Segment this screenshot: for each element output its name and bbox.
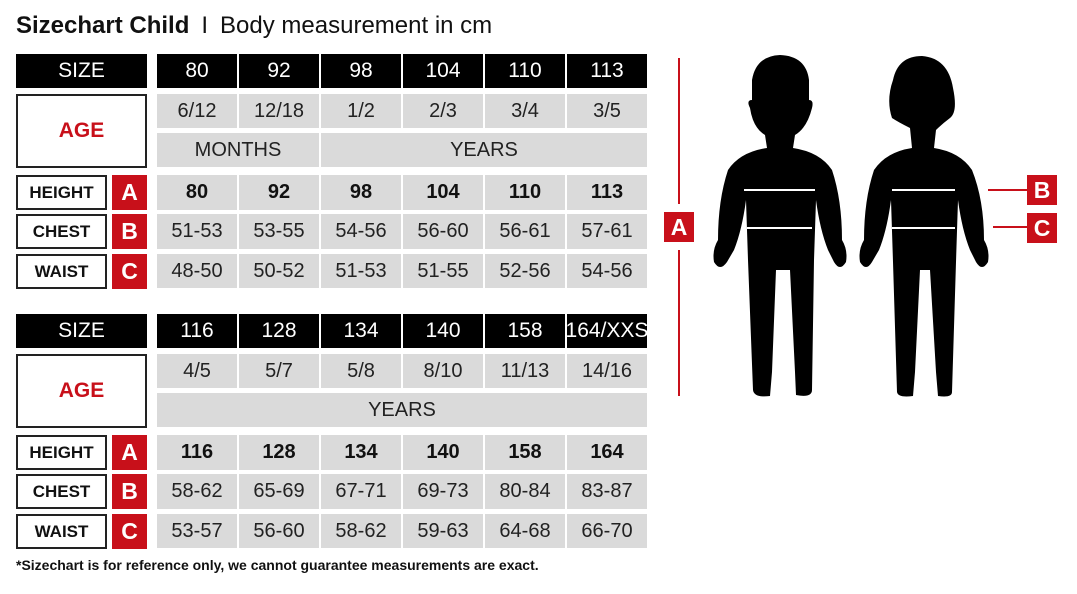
age-unit-cell: YEARS [321, 133, 647, 167]
age-cell: 5/8 [321, 354, 401, 388]
chest-marker: B [112, 474, 147, 509]
age-cell: 4/5 [157, 354, 237, 388]
age-cell: 1/2 [321, 94, 401, 128]
waist-marker: C [112, 514, 147, 549]
height-cell: 113 [567, 175, 647, 210]
age-cell: 3/4 [485, 94, 565, 128]
size-cell: 134 [321, 314, 401, 348]
waist-cell: 54-56 [567, 254, 647, 288]
age-cell: 11/13 [485, 354, 565, 388]
height-cell: 92 [239, 175, 319, 210]
size-cell: 140 [403, 314, 483, 348]
chest-cell: 53-55 [239, 214, 319, 249]
age-cell: 14/16 [567, 354, 647, 388]
chest-cell: 56-60 [403, 214, 483, 249]
size-cell: 98 [321, 54, 401, 88]
age-cell: 2/3 [403, 94, 483, 128]
page-title: Sizechart Child I Body measurement in cm [16, 12, 492, 40]
height-cell: 116 [157, 435, 237, 470]
marker-a: A [664, 212, 694, 242]
age-cell: 6/12 [157, 94, 237, 128]
height-marker: A [112, 175, 147, 210]
height-cell: 164 [567, 435, 647, 470]
height-cell: 104 [403, 175, 483, 210]
chest-cell: 69-73 [403, 474, 483, 509]
chest-cell: 58-62 [157, 474, 237, 509]
chest-cell: 65-69 [239, 474, 319, 509]
chest-cell: 83-87 [567, 474, 647, 509]
age-unit-cell: YEARS [157, 393, 647, 427]
size-header: SIZE [16, 54, 147, 88]
marker-b: B [1027, 175, 1057, 205]
chest-cell: 67-71 [321, 474, 401, 509]
height-line [678, 58, 1027, 396]
size-cell: 110 [485, 54, 565, 88]
chest-cell: 56-61 [485, 214, 565, 249]
height-marker: A [112, 435, 147, 470]
age-cell: 12/18 [239, 94, 319, 128]
chest-cell: 54-56 [321, 214, 401, 249]
height-cell: 134 [321, 435, 401, 470]
height-cell: 110 [485, 175, 565, 210]
marker-c: C [1027, 213, 1057, 243]
waist-cell: 66-70 [567, 514, 647, 548]
height-label: HEIGHT [16, 175, 107, 210]
waist-cell: 51-55 [403, 254, 483, 288]
size-cell: 80 [157, 54, 237, 88]
size-cell: 92 [239, 54, 319, 88]
waist-label: WAIST [16, 514, 107, 549]
chest-marker: B [112, 214, 147, 249]
size-cell: 104 [403, 54, 483, 88]
chest-cell: 80-84 [485, 474, 565, 509]
height-cell: 98 [321, 175, 401, 210]
age-cell: 3/5 [567, 94, 647, 128]
title-sub: Body measurement in cm [220, 12, 493, 39]
waist-cell: 50-52 [239, 254, 319, 288]
title-separator: I [201, 12, 209, 39]
waist-cell: 53-57 [157, 514, 237, 548]
height-cell: 140 [403, 435, 483, 470]
chest-label: CHEST [16, 474, 107, 509]
girl-silhouette [859, 56, 989, 397]
size-cell: 116 [157, 314, 237, 348]
height-cell: 80 [157, 175, 237, 210]
size-cell: 164/XXS [566, 314, 648, 348]
chest-cell: 57-61 [567, 214, 647, 249]
age-label: AGE [16, 354, 147, 428]
waist-cell: 52-56 [485, 254, 565, 288]
waist-marker: C [112, 254, 147, 289]
footnote: *Sizechart is for reference only, we can… [16, 557, 539, 573]
chest-label: CHEST [16, 214, 107, 249]
size-header: SIZE [16, 314, 147, 348]
height-cell: 158 [485, 435, 565, 470]
waist-cell: 59-63 [403, 514, 483, 548]
waist-cell: 48-50 [157, 254, 237, 288]
chest-cell: 51-53 [157, 214, 237, 249]
waist-cell: 58-62 [321, 514, 401, 548]
height-label: HEIGHT [16, 435, 107, 470]
size-cell: 113 [567, 54, 647, 88]
size-cell: 128 [239, 314, 319, 348]
waist-cell: 64-68 [485, 514, 565, 548]
age-label: AGE [16, 94, 147, 168]
height-cell: 128 [239, 435, 319, 470]
waist-label: WAIST [16, 254, 107, 289]
waist-cell: 51-53 [321, 254, 401, 288]
title-main: Sizechart Child [16, 12, 190, 39]
age-unit-cell: MONTHS [157, 133, 319, 167]
waist-cell: 56-60 [239, 514, 319, 548]
boy-silhouette [713, 55, 847, 397]
size-cell: 158 [485, 314, 565, 348]
measurement-lines [744, 189, 955, 229]
age-cell: 8/10 [403, 354, 483, 388]
age-cell: 5/7 [239, 354, 319, 388]
